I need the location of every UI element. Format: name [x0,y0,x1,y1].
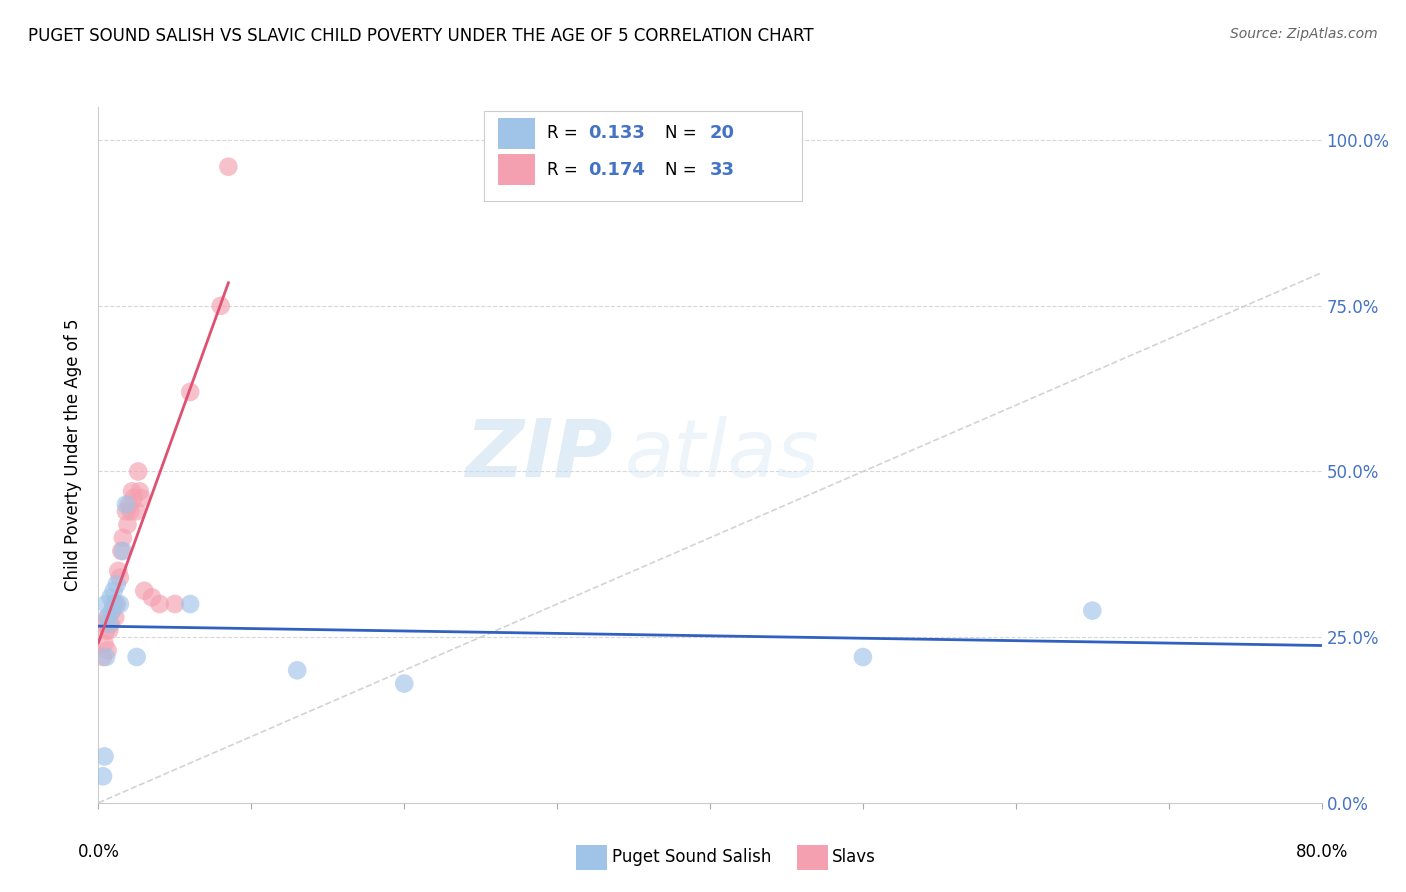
Text: Slavs: Slavs [832,848,876,866]
Point [117,517,139,532]
Point [91,769,114,783]
Point [115,504,138,518]
Point [1081,604,1104,618]
Text: N =: N = [665,161,702,178]
Point [141,591,163,605]
Text: 20: 20 [710,125,735,143]
Point [392,676,416,690]
Text: ZIP: ZIP [465,416,612,494]
Text: N =: N = [665,125,702,143]
Point [122,491,145,505]
Point [118,498,141,512]
Point [93,616,115,631]
Point [97,610,120,624]
Point [104,597,127,611]
Point [105,577,128,591]
Point [127,465,149,479]
Y-axis label: Child Poverty Under the Age of 5: Child Poverty Under the Age of 5 [65,318,83,591]
Point [115,498,138,512]
Point [103,597,125,611]
Point [149,597,172,611]
Text: R =: R = [547,161,583,178]
Text: R =: R = [547,125,583,143]
Point [179,597,201,611]
Point [101,604,124,618]
Point [110,544,132,558]
Point [129,491,152,505]
Point [97,610,120,624]
Point [128,484,150,499]
Point [105,597,128,611]
Point [121,484,143,499]
Text: 0.133: 0.133 [588,125,644,143]
Point [125,504,148,518]
Point [94,650,117,665]
Point [120,504,142,518]
Point [91,650,114,665]
Point [108,570,131,584]
Point [100,591,122,605]
Point [125,650,148,665]
Text: Source: ZipAtlas.com: Source: ZipAtlas.com [1230,27,1378,41]
Point [97,643,120,657]
Point [100,616,122,631]
Point [93,637,115,651]
Point [163,597,186,611]
FancyBboxPatch shape [484,111,801,201]
Text: atlas: atlas [624,416,820,494]
Point [209,299,232,313]
Text: 0.174: 0.174 [588,161,644,178]
Bar [498,154,536,186]
Text: 33: 33 [710,161,735,178]
Point [217,160,239,174]
Point [98,616,121,631]
Text: 0.0%: 0.0% [77,843,120,861]
Point [107,564,129,578]
Point [108,597,131,611]
Text: 80.0%: 80.0% [1295,843,1348,861]
Point [285,663,308,677]
Point [94,624,117,638]
Point [103,583,125,598]
Point [111,531,134,545]
Point [101,604,124,618]
Point [134,583,156,598]
Point [94,597,117,611]
Point [179,384,201,399]
Point [98,624,121,638]
Point [93,749,115,764]
Point [104,610,127,624]
Text: Puget Sound Salish: Puget Sound Salish [612,848,770,866]
Point [852,650,875,665]
Bar [498,118,536,149]
Text: PUGET SOUND SALISH VS SLAVIC CHILD POVERTY UNDER THE AGE OF 5 CORRELATION CHART: PUGET SOUND SALISH VS SLAVIC CHILD POVER… [28,27,814,45]
Point [111,544,134,558]
